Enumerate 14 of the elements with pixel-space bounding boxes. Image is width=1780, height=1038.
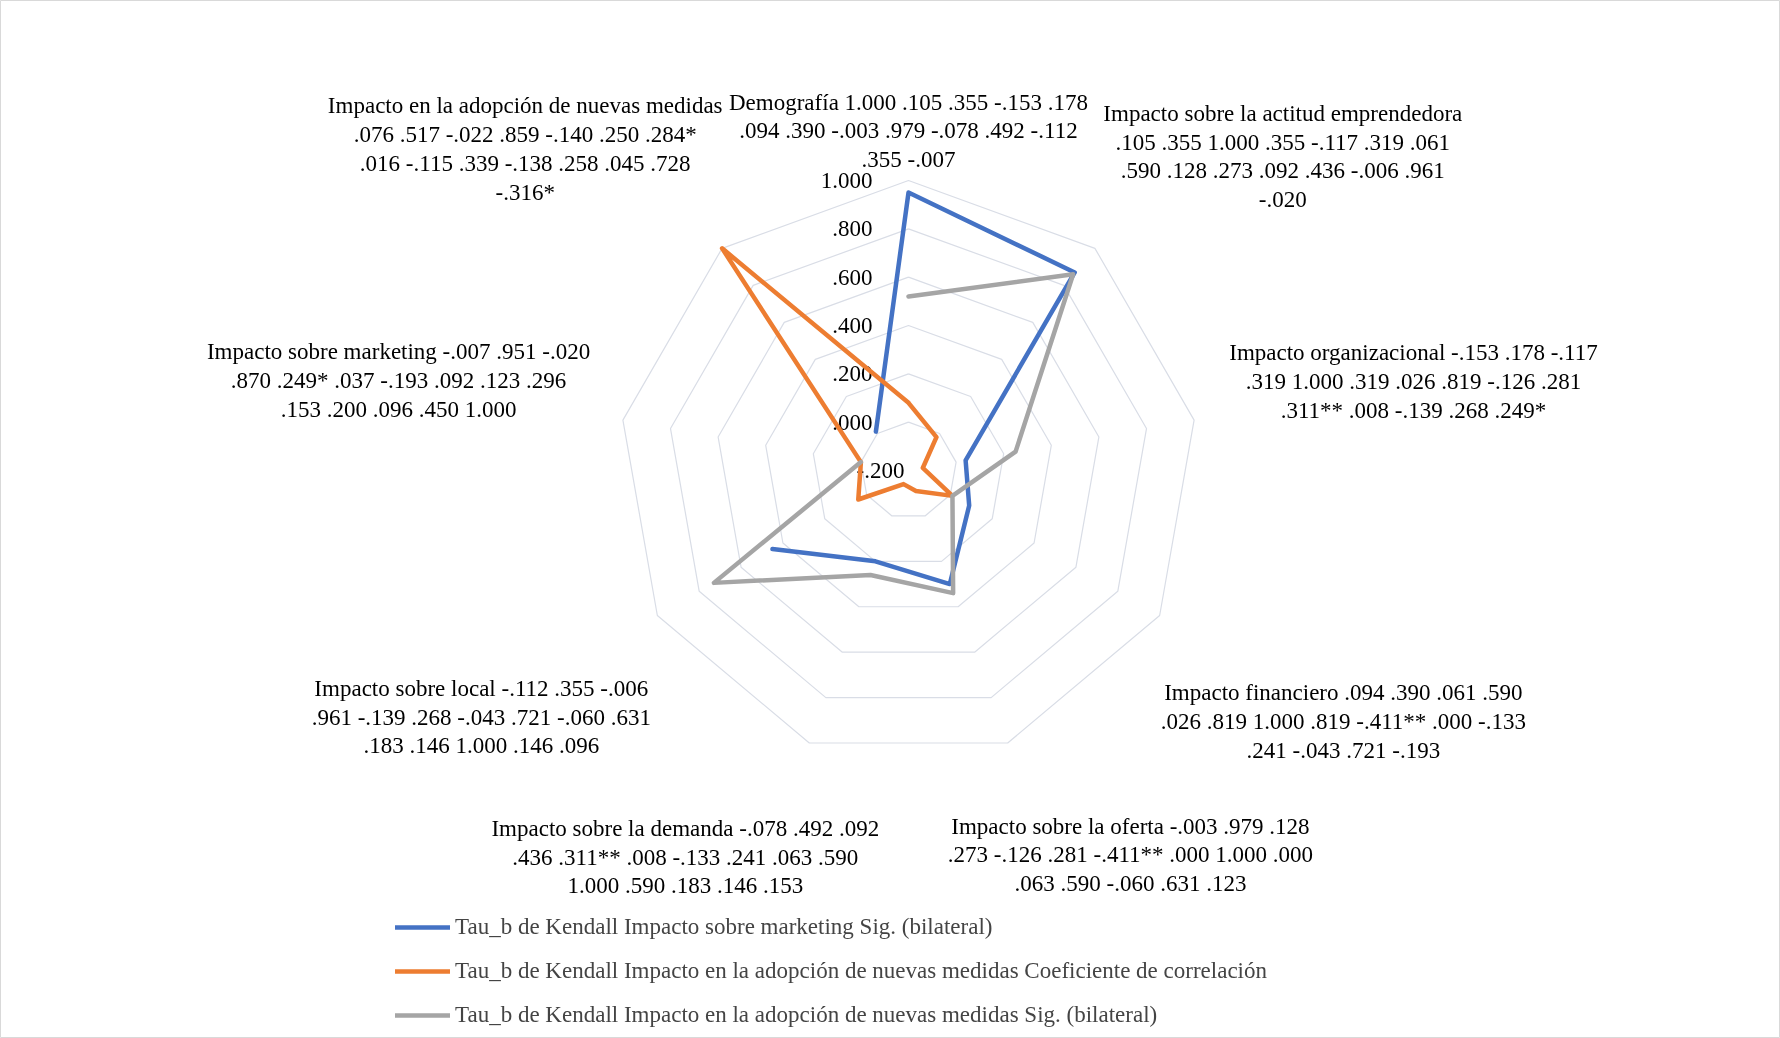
spoke-label: Impacto sobre la oferta -.003 .979 .128 .273 -.126 .281 -.411** .000 1.000 .000 .063 .590 -.060 .631 .123 bbox=[947, 813, 1314, 897]
spoke-label: Impacto organizacional -.153 .178 -.117 .319 1.000 .319 .026 .819 -.126 .281 .311** .008 -.139 .268 .249* bbox=[1229, 340, 1598, 423]
spoke-label: Impacto financiero .094 .390 .061 .590 .026 .819 1.000 .819 -.411** .000 -.133 .241 -.043 .721 -.193 bbox=[1160, 680, 1526, 763]
spoke-label: Impacto sobre la actitud emprendedora .105 .355 1.000 .355 -.117 .319 .061 .590 .128 .273 .092 .436 -.006 .961 -.020 bbox=[1103, 100, 1463, 213]
legend-label: Tau_b de Kendall Impacto en la adopción de nuevas medidas Coeficiente de correlación bbox=[455, 957, 1268, 985]
spoke-label: Impacto sobre marketing -.007 .951 -.020 .870 .249* .037 -.193 .092 .123 .296 .153 .200 .096 .450 1.000 bbox=[206, 339, 591, 422]
spoke-label: Impacto sobre la demanda -.078 .492 .092 .436 .311** .008 -.133 .241 .063 .590 1.000 .590 .183 .146 .153 bbox=[491, 815, 880, 899]
spoke-label: Impacto en la adopción de nuevas medidas .076 .517 -.022 .859 -.140 .250 .284* .016 -.115 .339 -.138 .258 .045 .728 -.316* bbox=[327, 93, 723, 205]
y-tick-label: .600 bbox=[832, 264, 873, 290]
y-tick-label: .800 bbox=[832, 216, 873, 242]
legend-label: Tau_b de Kendall Impacto sobre marketing Sig. (bilateral) bbox=[455, 913, 993, 941]
legend-label: Tau_b de Kendall Impacto en la adopción de nuevas medidas Sig. (bilateral) bbox=[455, 1001, 1158, 1029]
spoke-label: Impacto sobre local -.112 .355 -.006 .961 -.139 .268 -.043 .721 -.060 .631 .183 .146 1.000 .146 .096 bbox=[311, 675, 651, 759]
y-tick-label: .400 bbox=[832, 313, 873, 338]
